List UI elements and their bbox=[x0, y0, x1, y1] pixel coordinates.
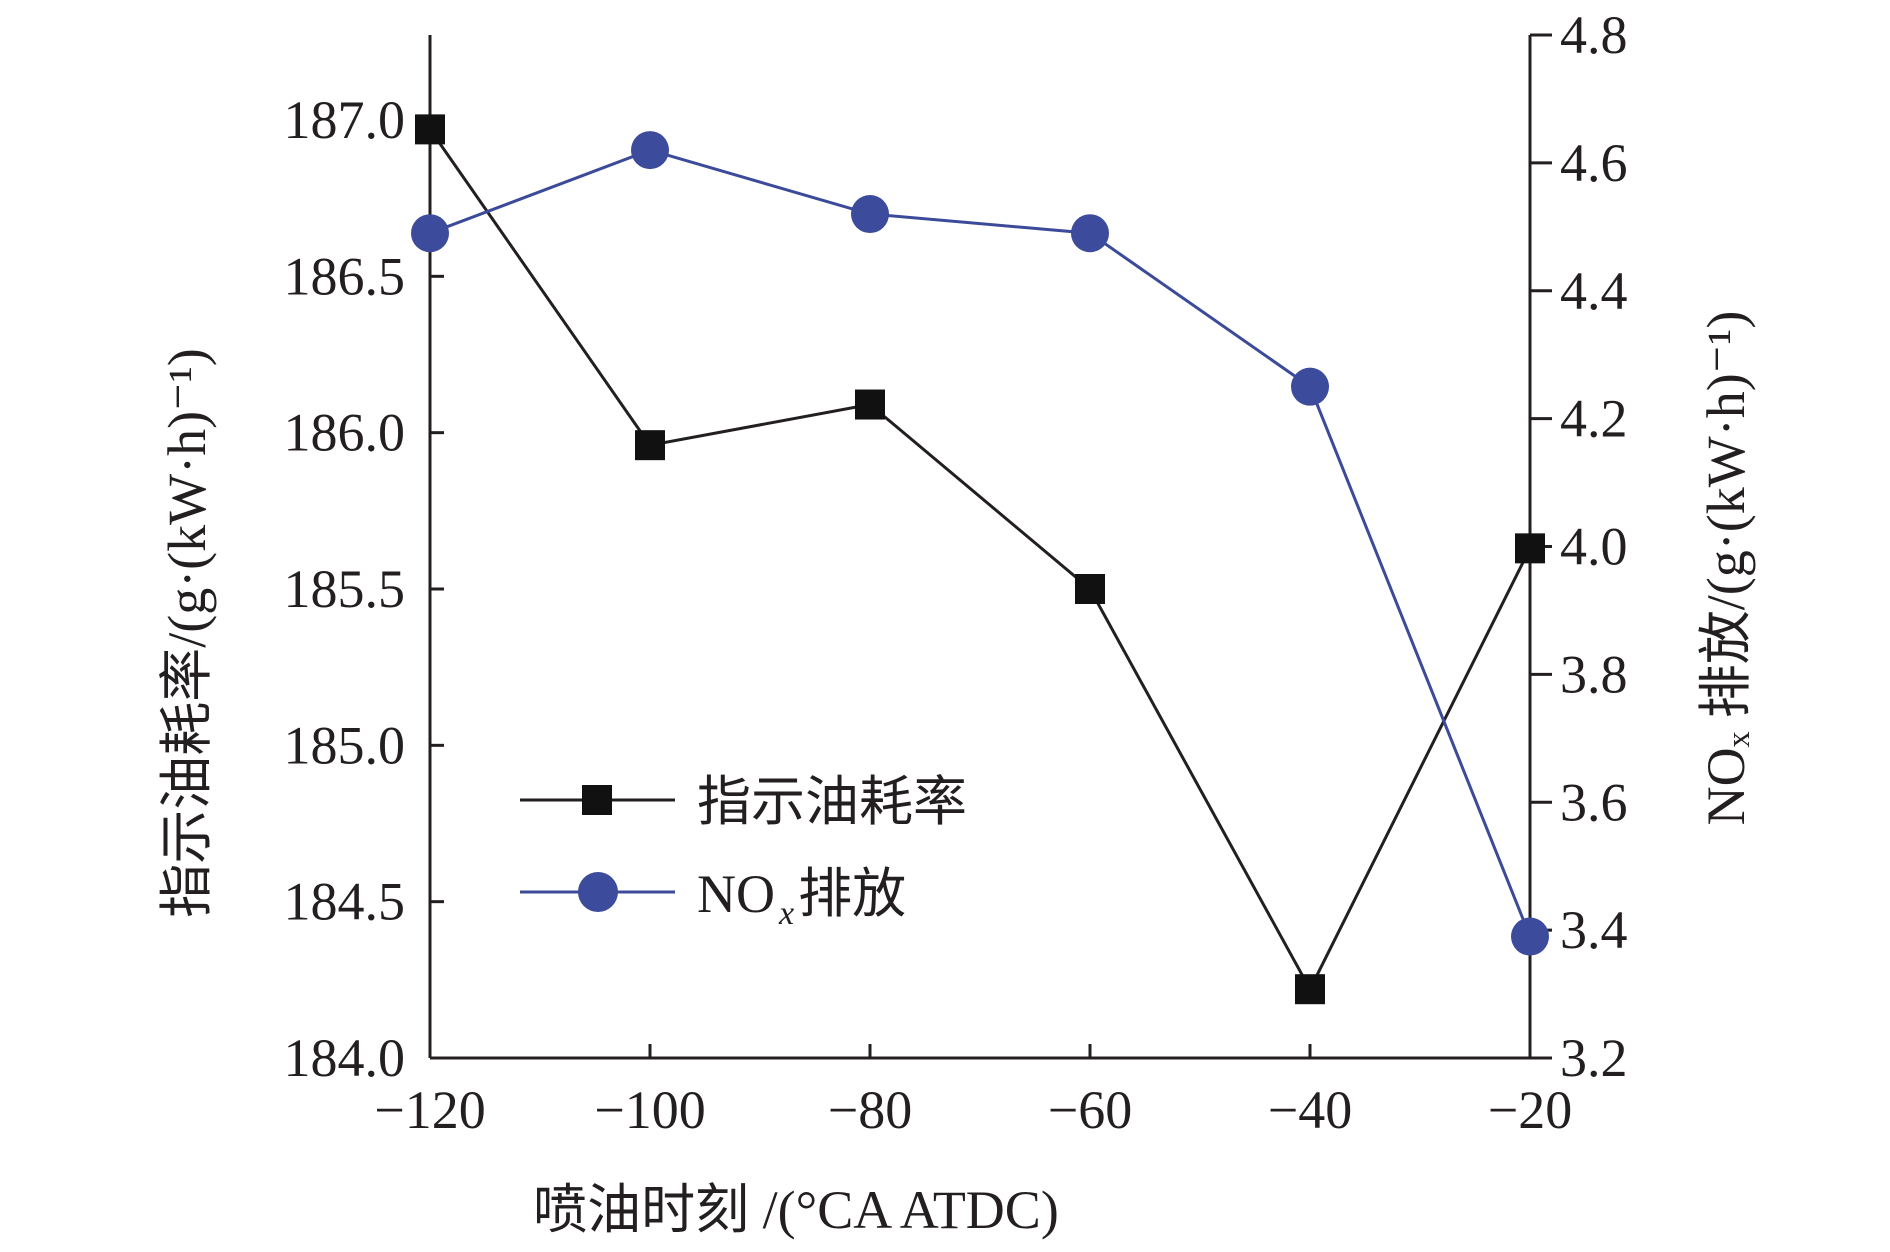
x-tick-label: −120 bbox=[374, 1080, 485, 1140]
y-right-tick-label: 3.8 bbox=[1560, 644, 1628, 704]
legend-marker-nox bbox=[578, 872, 618, 912]
data-point-nox bbox=[411, 214, 449, 253]
y-right-tick-label: 4.8 bbox=[1560, 5, 1628, 65]
y-left-tick-label: 184.0 bbox=[284, 1028, 406, 1088]
legend: 指示油耗率 NO x排放 bbox=[520, 772, 967, 932]
x-axis-title: 喷油时刻 /(°CA ATDC) bbox=[533, 1180, 1059, 1240]
data-point-sfc bbox=[855, 389, 885, 420]
y-left-tick-label: 186.0 bbox=[284, 403, 406, 463]
series-line-sfc bbox=[428, 128, 1532, 993]
legend-label-sfc: 指示油耗率 bbox=[697, 772, 967, 832]
y-left-tick-label: 185.0 bbox=[284, 715, 406, 775]
x-tick-label: −20 bbox=[1488, 1080, 1572, 1140]
y-right-tick-label: 3.6 bbox=[1560, 772, 1628, 832]
y-right-tick-label: 4.2 bbox=[1560, 389, 1628, 449]
x-tick-label: −40 bbox=[1268, 1080, 1352, 1140]
y-right-tick-label: 4.0 bbox=[1560, 517, 1628, 577]
data-point-nox bbox=[631, 131, 669, 170]
data-point-sfc bbox=[1295, 974, 1325, 1005]
data-point-sfc bbox=[415, 114, 445, 145]
legend-marker-sfc bbox=[582, 785, 612, 815]
y-left-tick-label: 186.5 bbox=[284, 246, 406, 306]
y-right-tick-label: 3.4 bbox=[1560, 900, 1628, 960]
data-point-nox bbox=[1511, 917, 1549, 956]
y-axis-left-title: 指示油耗率/(g·(kW·h)⁻¹) bbox=[157, 348, 217, 918]
x-tick-label: −80 bbox=[828, 1080, 912, 1140]
plot-area bbox=[411, 114, 1549, 1005]
data-point-sfc bbox=[635, 430, 665, 461]
data-point-sfc bbox=[1075, 574, 1105, 604]
y-left-tick-label: 187.0 bbox=[284, 90, 406, 150]
series-line-nox bbox=[429, 148, 1532, 938]
y-right-tick-label: 4.6 bbox=[1560, 133, 1628, 193]
data-point-sfc bbox=[1515, 533, 1545, 564]
y-left-tick-label: 184.5 bbox=[284, 872, 406, 932]
data-point-nox bbox=[851, 195, 889, 234]
y-axis-right-title: NOₓ 排放/(g·(kW·h)⁻¹) bbox=[1696, 311, 1756, 826]
axes: −120 −100 −80 −60 −40 −20 184.0 184.5 185.0 185.5… bbox=[284, 5, 1628, 1140]
legend-label-nox-rest: 排放 bbox=[798, 864, 906, 924]
data-point-nox bbox=[1071, 214, 1109, 253]
y-right-tick-label: 3.2 bbox=[1560, 1028, 1628, 1088]
x-tick-label: −60 bbox=[1048, 1080, 1132, 1140]
y-left-tick-label: 185.5 bbox=[284, 559, 406, 619]
y-right-tick-label: 4.4 bbox=[1560, 261, 1628, 321]
legend-label-nox: NO x排放 bbox=[697, 864, 906, 932]
legend-label-nox-sub: x bbox=[778, 895, 794, 932]
data-point-nox bbox=[1291, 367, 1329, 406]
x-tick-label: −100 bbox=[594, 1080, 705, 1140]
legend-label-nox-main: NO bbox=[697, 864, 775, 924]
